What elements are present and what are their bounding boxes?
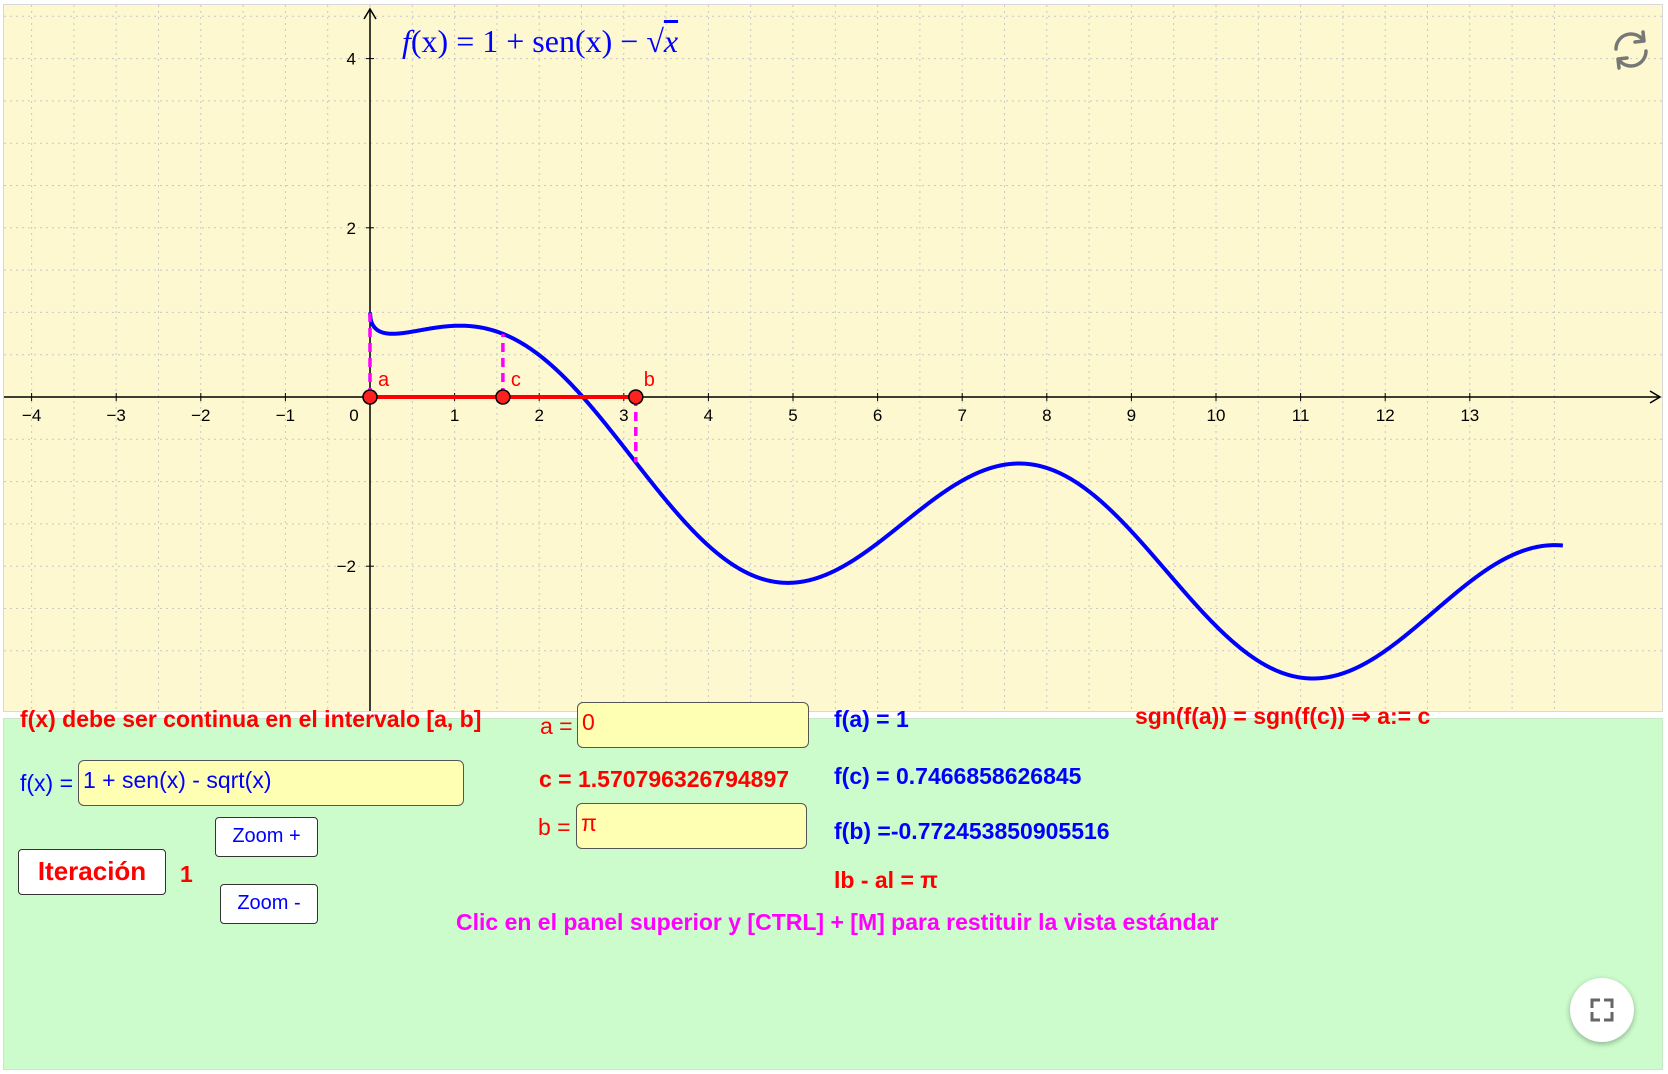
b-input[interactable]: π bbox=[576, 803, 807, 849]
x-tick-label: 12 bbox=[1376, 406, 1395, 425]
x-tick-label: 10 bbox=[1207, 406, 1226, 425]
x-tick-label: 9 bbox=[1127, 406, 1136, 425]
y-tick-label: −2 bbox=[337, 557, 356, 576]
function-curve[interactable] bbox=[368, 312, 1564, 681]
y-axis-arrow bbox=[363, 7, 377, 20]
restore-view-hint: Clic en el panel superior y [CTRL] + [M]… bbox=[456, 909, 1219, 935]
point-a[interactable] bbox=[362, 389, 378, 405]
iteration-button[interactable]: Iteración bbox=[18, 849, 166, 895]
x-tick-label: −2 bbox=[191, 406, 210, 425]
point-label-b: b bbox=[644, 369, 655, 391]
continuity-note: f(x) debe ser continua en el intervalo [… bbox=[20, 706, 482, 732]
fullscreen-icon bbox=[1590, 998, 1614, 1022]
fx-label: f(x) = bbox=[20, 770, 74, 796]
update-rule: sgn(f(a)) = sgn(f(c)) ⇒ a:= c bbox=[1135, 703, 1431, 729]
zoom-out-button[interactable]: Zoom - bbox=[220, 884, 318, 924]
x-tick-label: 7 bbox=[957, 406, 966, 425]
iteration-count: 1 bbox=[180, 861, 193, 887]
interval-length: lb - al = π bbox=[834, 867, 938, 893]
grid bbox=[4, 5, 1662, 711]
x-tick-label: −4 bbox=[22, 406, 41, 425]
fx-input[interactable]: 1 + sen(x) - sqrt(x) bbox=[78, 760, 464, 806]
fa-value: f(a) = 1 bbox=[834, 706, 909, 732]
function-curve-path[interactable] bbox=[368, 312, 1564, 681]
a-input[interactable]: 0 bbox=[577, 702, 809, 748]
a-label: a = bbox=[540, 713, 573, 739]
x-tick-label: 1 bbox=[450, 406, 459, 425]
x-tick-label: 8 bbox=[1042, 406, 1051, 425]
x-tick-label: 5 bbox=[788, 406, 797, 425]
fc-value: f(c) = 0.7466858626845 bbox=[834, 763, 1082, 789]
x-tick-label: 2 bbox=[534, 406, 543, 425]
sqrt-symbol: √ bbox=[646, 23, 664, 59]
zoom-in-button[interactable]: Zoom + bbox=[215, 817, 318, 857]
axes bbox=[4, 7, 1662, 711]
x-tick-label: 13 bbox=[1460, 406, 1479, 425]
x-axis-arrow bbox=[1649, 390, 1662, 404]
point-c[interactable] bbox=[495, 389, 511, 405]
function-title-expr: (x) = 1 + sen(x) − bbox=[410, 23, 647, 59]
x-tick-label: 6 bbox=[873, 406, 882, 425]
point-label-c: c bbox=[511, 369, 521, 391]
function-title-sqrt-arg: x bbox=[663, 23, 679, 59]
x-tick-label: −1 bbox=[276, 406, 295, 425]
y-tick-label: 4 bbox=[347, 50, 356, 69]
x-tick-label: 0 bbox=[349, 406, 358, 425]
x-tick-label: 4 bbox=[704, 406, 713, 425]
y-tick-label: 2 bbox=[347, 219, 356, 238]
c-value: c = 1.570796326794897 bbox=[539, 766, 790, 792]
x-tick-label: 11 bbox=[1292, 406, 1310, 425]
b-label: b = bbox=[538, 814, 571, 840]
function-title: f(x) = 1 + sen(x) − √x bbox=[402, 23, 678, 60]
x-tick-label: 3 bbox=[619, 406, 628, 425]
function-title-f: f bbox=[402, 23, 411, 59]
fb-value: f(b) =-0.772453850905516 bbox=[834, 818, 1110, 844]
fullscreen-button[interactable] bbox=[1570, 978, 1634, 1042]
x-tick-label: −3 bbox=[107, 406, 126, 425]
point-label-a: a bbox=[378, 369, 390, 391]
refresh-icon[interactable] bbox=[1608, 27, 1654, 73]
point-b[interactable] bbox=[628, 389, 644, 405]
